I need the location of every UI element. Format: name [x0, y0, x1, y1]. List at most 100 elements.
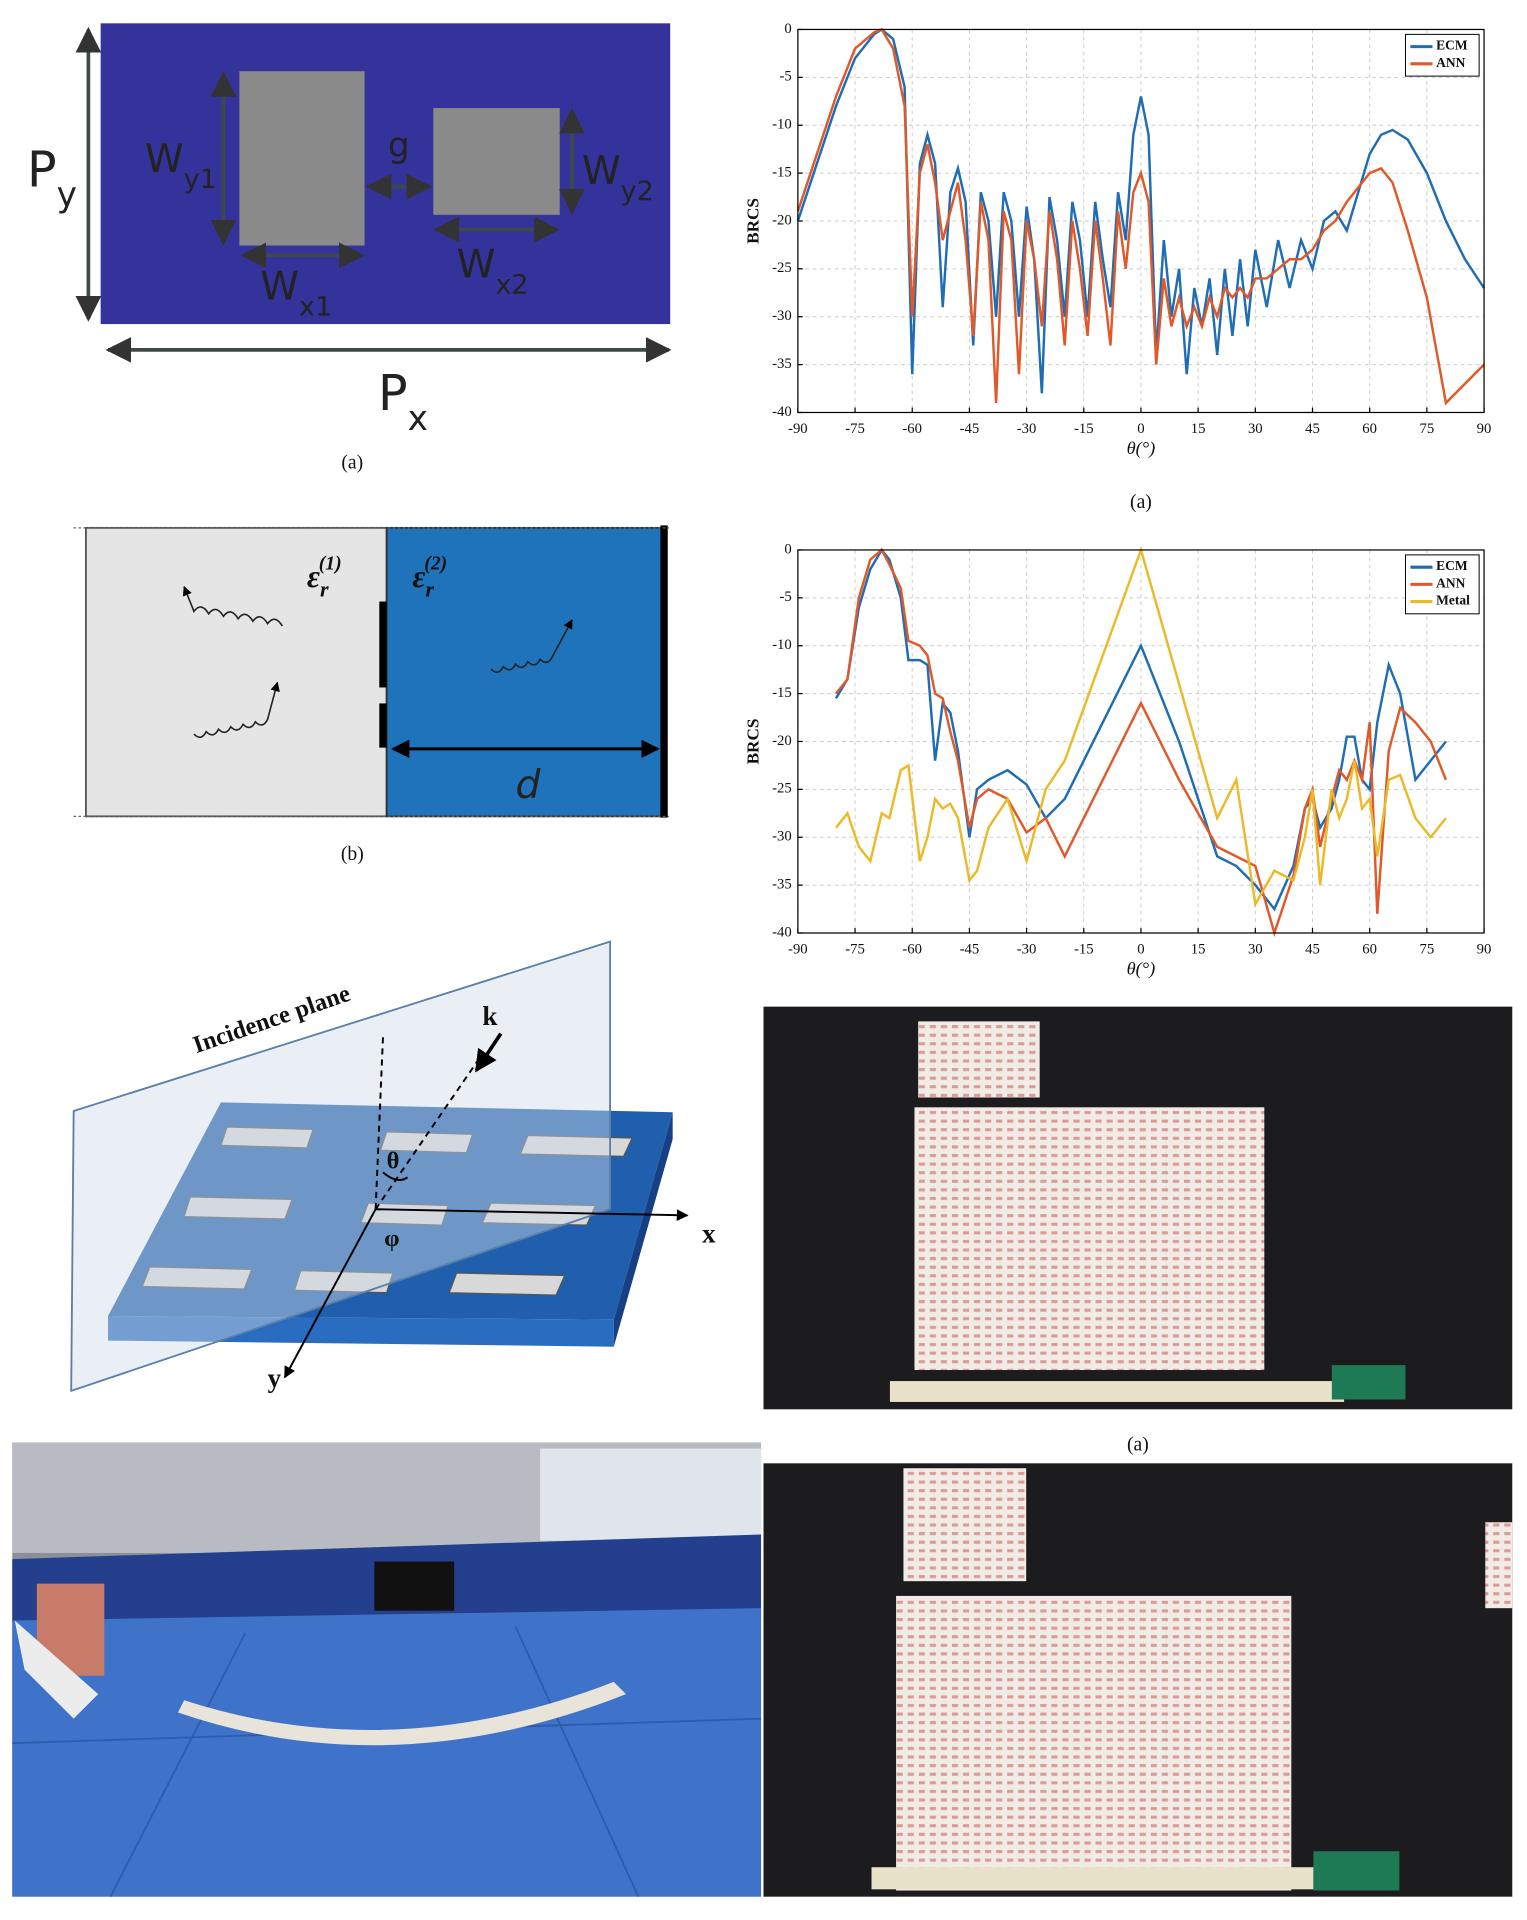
x-tick-label: 15: [1191, 421, 1206, 437]
x-tick-label: 60: [1362, 421, 1377, 437]
label: Wy2: [582, 149, 654, 207]
x-tick-label: -90: [788, 421, 808, 437]
label: Px: [378, 364, 428, 439]
x-tick-label: -45: [960, 421, 980, 437]
x-tick-label: 45: [1305, 421, 1320, 437]
plot-frame: [797, 28, 1485, 414]
label: d: [516, 763, 542, 808]
x-tick-label: 0: [1137, 942, 1144, 958]
y-tick-label: -15: [772, 164, 792, 180]
y-tick-label: -40: [772, 924, 792, 940]
x-tick-label: 75: [1419, 942, 1434, 958]
eps-main: ε: [412, 559, 425, 594]
label-sub: x: [408, 399, 428, 439]
x-tick-label: -60: [902, 942, 922, 958]
series-line: [835, 545, 1447, 908]
series-line: [796, 27, 1486, 394]
label-main: W: [145, 137, 184, 182]
caption: (a): [341, 452, 363, 474]
x-tick-label: 30: [1248, 421, 1263, 437]
series-line: [796, 27, 1485, 406]
label-main: W: [260, 265, 299, 310]
y-tick-label: -15: [772, 685, 792, 701]
eps-main: ε: [307, 559, 320, 594]
legend-label: ECM: [1436, 558, 1468, 573]
series-line: [834, 547, 1447, 912]
caption: (a): [1127, 1434, 1149, 1456]
photo-sample: (a): [763, 1006, 1513, 1456]
label: x: [702, 1218, 716, 1248]
x-tick-label: -75: [845, 942, 865, 958]
x-axis-label: θ(°): [1127, 959, 1156, 980]
y-tick-label: -30: [772, 308, 792, 324]
label: θ: [387, 1148, 400, 1175]
y-axis-label: BRCS: [744, 719, 763, 765]
x-tick-label: -45: [960, 942, 980, 958]
label: Py: [27, 141, 77, 216]
label-sub: y1: [184, 163, 217, 194]
patch: [239, 71, 365, 246]
y-tick-label: -35: [772, 876, 792, 892]
photo-sample-2: [763, 1463, 1513, 1897]
plot-frame: [797, 549, 1485, 934]
y-tick-label: -10: [772, 117, 792, 133]
label: g: [388, 126, 410, 166]
y-tick-label: -5: [779, 589, 791, 605]
label-sub: x1: [299, 291, 332, 322]
label: k: [482, 1001, 497, 1031]
y-tick-label: -20: [772, 212, 792, 228]
label-sub: y: [57, 176, 77, 216]
patch: [433, 108, 560, 215]
x-tick-label: 60: [1362, 942, 1377, 958]
label: φ: [384, 1225, 399, 1252]
eps-sub: r: [320, 577, 329, 602]
y-tick-label: -35: [772, 356, 792, 372]
incidence-diagram: Incidence plane k θ φ x y: [70, 940, 716, 1393]
legend-label: ANN: [1436, 575, 1465, 590]
y-tick-label: -25: [772, 781, 792, 797]
legend-label: ECM: [1436, 38, 1468, 53]
x-tick-label: -15: [1074, 942, 1094, 958]
x-tick-label: 30: [1248, 942, 1263, 958]
region-2: [385, 526, 663, 818]
x-tick-label: -30: [1017, 942, 1037, 958]
caption: (b): [341, 843, 364, 865]
eps-sub: r: [426, 577, 435, 602]
epsilon: εr(2): [412, 553, 447, 602]
label: Wy1: [145, 137, 217, 195]
y-tick-label: -40: [772, 404, 792, 420]
label-main: P: [378, 364, 408, 422]
x-tick-label: 45: [1305, 942, 1320, 958]
x-tick-label: -90: [788, 942, 808, 958]
ground: [660, 525, 668, 818]
label-main: P: [27, 141, 57, 199]
unit-cell: Py Px Wy1 Wy2 Wx1 Wx2 g (a): [27, 23, 672, 474]
y-tick-label: -10: [772, 637, 792, 653]
x-tick-label: 0: [1137, 421, 1144, 437]
y-tick-label: -25: [772, 260, 792, 276]
x-tick-label: -30: [1017, 421, 1037, 437]
y-tick-label: -30: [772, 829, 792, 845]
x-tick-label: 90: [1477, 421, 1492, 437]
label-sub: x2: [495, 269, 528, 300]
y-tick-label: -20: [772, 733, 792, 749]
x-tick-label: 90: [1477, 942, 1492, 958]
y-tick-label: -5: [779, 69, 791, 85]
patch: [379, 601, 387, 688]
label: Wx2: [457, 242, 529, 300]
x-tick-label: -15: [1074, 421, 1094, 437]
x-axis-label: θ(°): [1127, 438, 1156, 459]
y-tick-label: 0: [784, 541, 791, 557]
legend-label: Metal: [1436, 593, 1470, 608]
x-tick-label: 15: [1191, 942, 1206, 958]
layer-diagram: εr(1) εr(2) d (b): [73, 525, 669, 865]
photo-chamber: [12, 1442, 762, 1898]
y-axis-label: BRCS: [744, 198, 763, 244]
label-main: W: [457, 242, 496, 287]
caption: (a): [1130, 491, 1152, 513]
label: y: [268, 1363, 282, 1393]
epsilon: εr(1): [307, 553, 342, 602]
eps-sup: (1): [319, 553, 342, 575]
